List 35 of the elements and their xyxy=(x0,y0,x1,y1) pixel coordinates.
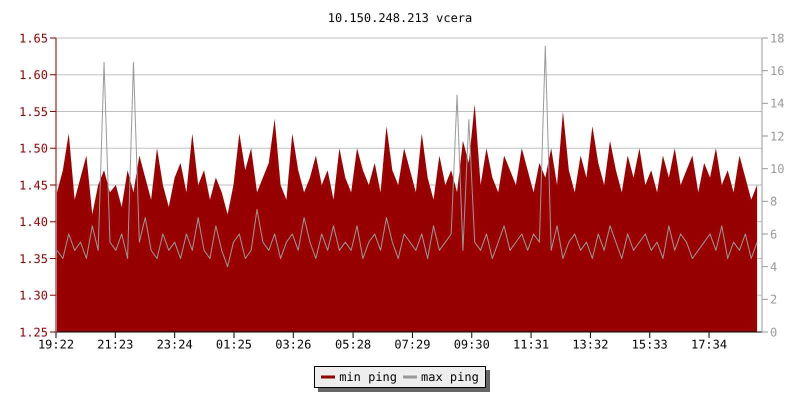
legend-label: min ping xyxy=(339,370,397,384)
x-tick-label: 23:24 xyxy=(156,338,193,352)
y2-tick-label: 0 xyxy=(770,325,778,340)
y-tick-label: 1.35 xyxy=(19,252,48,266)
x-tick-label: 03:26 xyxy=(275,338,312,352)
x-tick-label: 07:29 xyxy=(394,338,430,352)
legend-label: max ping xyxy=(421,370,479,384)
y2-tick-label: 8 xyxy=(770,194,778,209)
x-tick-label: 13:32 xyxy=(572,338,608,352)
y2-tick-label: 12 xyxy=(770,129,784,144)
x-tick-label: 05:28 xyxy=(335,338,372,352)
y-tick-label: 1.65 xyxy=(19,31,48,46)
x-tick-label: 17:34 xyxy=(690,338,728,352)
y2-tick-label: 2 xyxy=(770,292,778,307)
y2-tick-label: 14 xyxy=(770,96,784,111)
y-tick-label: 1.25 xyxy=(19,325,48,340)
y-tick-label: 1.55 xyxy=(19,104,48,119)
y-tick-label: 1.40 xyxy=(19,215,48,230)
chart-title: 10.150.248.213 vcera xyxy=(326,10,474,27)
x-tick-label: 21:23 xyxy=(97,338,134,352)
y2-tick-label: 10 xyxy=(770,162,784,176)
x-tick-label: 01:25 xyxy=(216,338,252,352)
x-tick-label: 11:31 xyxy=(513,338,550,352)
y2-tick-label: 16 xyxy=(770,64,784,78)
y-tick-label: 1.50 xyxy=(19,142,48,156)
y-tick-label: 1.45 xyxy=(19,178,48,192)
x-tick-label: 19:22 xyxy=(38,338,74,352)
y2-tick-label: 18 xyxy=(770,31,784,46)
y2-tick-label: 6 xyxy=(770,227,778,242)
x-tick-label: 09:30 xyxy=(454,338,490,352)
y-tick-label: 1.60 xyxy=(19,68,48,82)
line-series xyxy=(56,46,758,268)
x-tick-label: 15:33 xyxy=(632,338,668,352)
y2-tick-label: 4 xyxy=(770,260,778,274)
y-tick-label: 1.30 xyxy=(19,288,48,303)
